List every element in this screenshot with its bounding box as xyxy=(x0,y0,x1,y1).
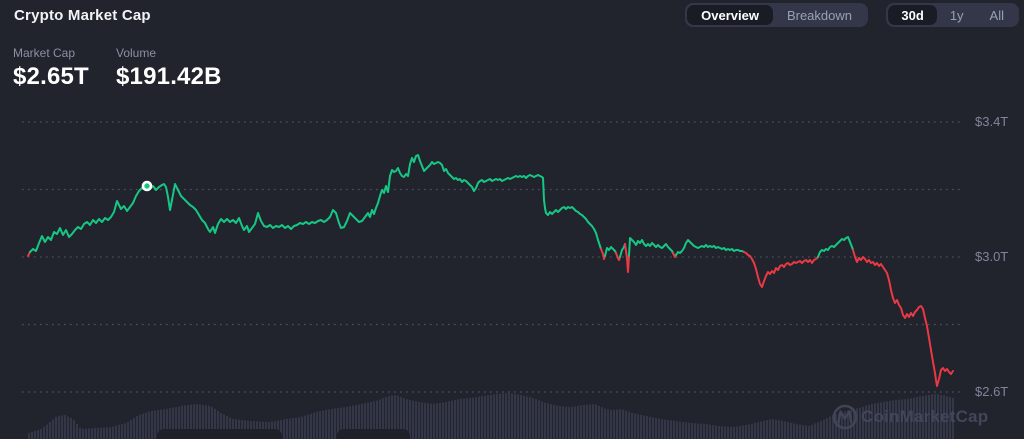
price-line-segment-down xyxy=(743,251,819,288)
price-line-segment-down xyxy=(852,249,954,387)
volume-bars xyxy=(28,393,954,439)
page-title: Crypto Market Cap xyxy=(14,7,151,24)
coinmarketcap-watermark-text: CoinMarketCap xyxy=(861,407,989,426)
price-line-segment-up xyxy=(29,154,602,253)
tab-breakdown[interactable]: Breakdown xyxy=(786,7,852,23)
range-toggle-group: 30d 1y All xyxy=(886,3,1019,27)
price-line-segment-down xyxy=(624,243,630,273)
price-line-segment-down xyxy=(600,248,606,260)
market-cap-value: $2.65T xyxy=(13,63,89,90)
bottom-overlay-pill xyxy=(157,429,282,439)
price-line-segment-up xyxy=(604,246,617,257)
volume-value: $191.42B xyxy=(116,63,222,90)
gridlines xyxy=(22,121,962,393)
price-line-segment-up xyxy=(675,239,745,256)
coinmarketcap-logo-icon xyxy=(832,404,858,430)
range-30d[interactable]: 30d xyxy=(888,5,937,25)
volume-label: Volume xyxy=(116,46,157,60)
range-1y[interactable]: 1y xyxy=(949,7,964,23)
price-line-segment-down xyxy=(615,252,621,261)
market-cap-label: Market Cap xyxy=(13,46,76,60)
price-line-segment-up xyxy=(817,236,854,258)
y-axis-tick-label: $3.0T xyxy=(975,249,1009,264)
view-toggle-group: Overview Breakdown xyxy=(685,3,868,27)
price-line-segment-up xyxy=(628,237,674,257)
period-high-marker xyxy=(141,180,153,192)
tab-overview[interactable]: Overview xyxy=(687,5,773,25)
bottom-overlay-pills xyxy=(157,429,410,439)
range-all[interactable]: All xyxy=(989,7,1004,23)
price-line-segment-up xyxy=(619,243,626,258)
y-axis-tick-label: $3.4T xyxy=(975,114,1009,129)
y-axis-tick-label: $2.6T xyxy=(975,384,1009,399)
bottom-overlay-pill xyxy=(337,429,410,439)
